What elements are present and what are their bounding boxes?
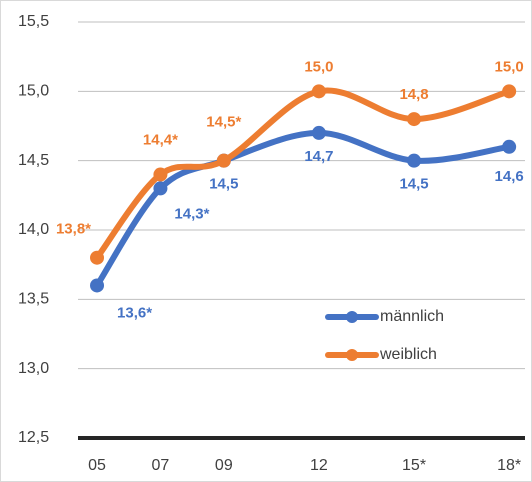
legend-label: männlich	[380, 308, 444, 325]
x-tick-label: 15*	[402, 457, 426, 474]
point	[311, 125, 326, 140]
legend-label: weiblich	[379, 346, 437, 363]
y-tick-label: 13,0	[18, 360, 49, 377]
point	[311, 84, 326, 99]
value-label: 14,8	[399, 86, 428, 103]
value-label: 14,5*	[206, 114, 241, 131]
y-tick-label: 15,5	[18, 13, 49, 30]
y-tick-label: 15,0	[18, 83, 49, 100]
point	[153, 181, 168, 196]
y-tick-label: 12,5	[18, 429, 49, 446]
x-tick-label: 09	[215, 457, 233, 474]
legend-marker	[346, 349, 358, 361]
point	[407, 112, 422, 127]
point	[502, 84, 517, 99]
value-label: 14,4*	[143, 132, 178, 149]
x-tick-label: 18*	[497, 457, 521, 474]
x-tick-label: 05	[88, 457, 106, 474]
point	[90, 250, 105, 265]
point	[216, 153, 231, 168]
y-tick-label: 14,5	[18, 152, 49, 169]
y-tick-label: 13,5	[18, 291, 49, 308]
point	[90, 278, 105, 293]
x-tick-label: 12	[310, 457, 328, 474]
point	[502, 139, 517, 154]
value-label: 14,3*	[174, 205, 209, 222]
point	[153, 167, 168, 182]
value-label: 13,8*	[56, 221, 91, 238]
value-label: 14,6	[495, 168, 524, 185]
series-line	[94, 87, 513, 261]
value-label: 13,6*	[117, 304, 152, 321]
point	[407, 153, 422, 168]
x-tick-label: 07	[152, 457, 170, 474]
value-label: 14,5	[399, 176, 428, 193]
value-label: 14,7	[304, 148, 333, 165]
value-label: 15,0	[304, 58, 333, 75]
y-tick-label: 14,0	[18, 221, 49, 238]
value-label: 15,0	[495, 58, 524, 75]
value-label: 14,5	[209, 176, 238, 193]
legend-marker	[346, 311, 358, 323]
